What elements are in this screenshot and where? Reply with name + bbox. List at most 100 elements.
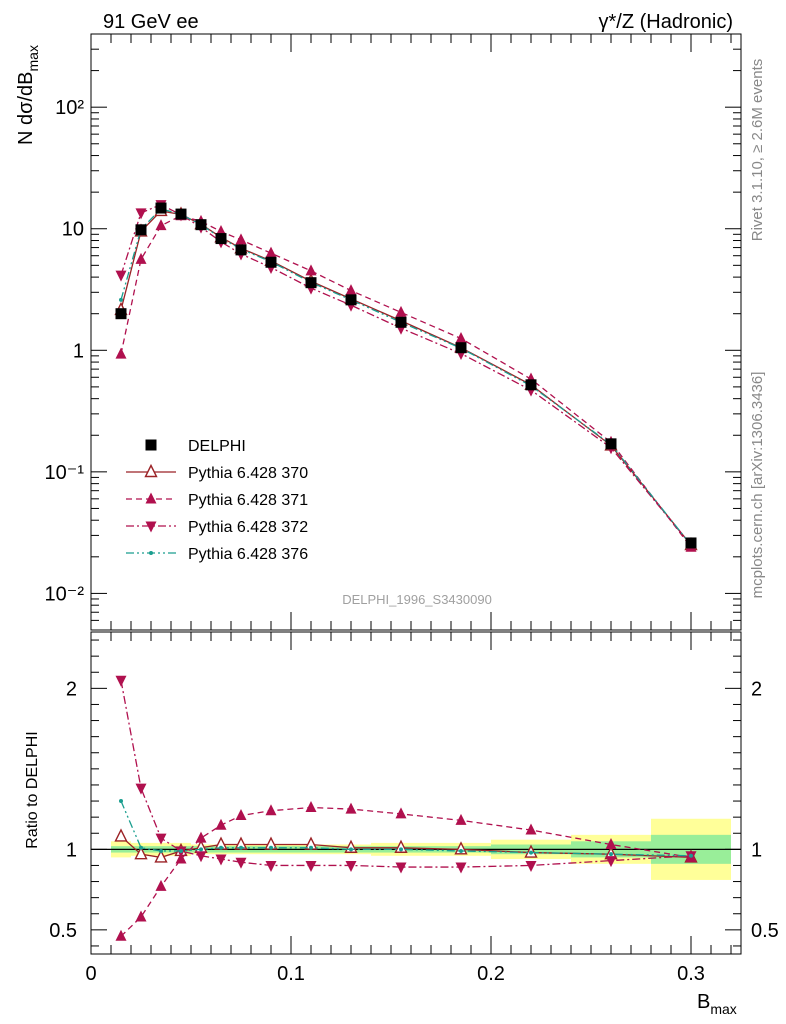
ratio-point bbox=[155, 879, 167, 891]
ratio-point bbox=[199, 847, 203, 852]
bottom-series-layer bbox=[114, 675, 698, 941]
data-point bbox=[685, 537, 697, 549]
data-point bbox=[395, 305, 407, 317]
data-point bbox=[195, 219, 207, 231]
ratio-point bbox=[114, 828, 128, 842]
ratio-series-2 bbox=[115, 675, 697, 874]
ratio-point bbox=[195, 851, 207, 863]
ratio-point bbox=[395, 862, 407, 874]
legend-marker bbox=[145, 521, 157, 533]
top-frame bbox=[90, 33, 742, 631]
ratio-point bbox=[235, 809, 247, 821]
header-right: γ*/Z (Hadronic) bbox=[599, 11, 733, 33]
data-point bbox=[605, 438, 617, 450]
ratio-point bbox=[525, 823, 537, 835]
data-point bbox=[455, 332, 467, 344]
legend-label: Pythia 6.428 376 bbox=[188, 546, 308, 563]
data-point bbox=[135, 252, 147, 264]
ratio-point bbox=[345, 802, 357, 814]
x-tick-label: 0 bbox=[85, 963, 96, 985]
top-axes: 10⁻² 10⁻¹ 1 10 10² bbox=[45, 33, 741, 631]
data-point bbox=[265, 256, 277, 268]
data-point bbox=[135, 208, 147, 220]
data-point bbox=[455, 342, 467, 354]
data-point bbox=[115, 308, 127, 320]
data-point bbox=[305, 264, 317, 276]
data-point bbox=[215, 233, 227, 245]
ratio-point bbox=[195, 831, 207, 843]
data-point bbox=[525, 379, 537, 391]
ratio-point bbox=[265, 804, 277, 816]
ratio-series-3 bbox=[119, 799, 693, 858]
bottom-ylabel: Ratio to DELPHI bbox=[24, 731, 41, 848]
y-tick-label: 10² bbox=[55, 97, 84, 119]
ratio-point bbox=[155, 833, 167, 845]
y-tick-label: 10 bbox=[62, 219, 84, 241]
ratio-point bbox=[455, 862, 467, 874]
data-point bbox=[115, 270, 127, 282]
x-tick-label: 0.1 bbox=[277, 963, 305, 985]
top-ylabel: N dσ/dBmax bbox=[15, 45, 41, 145]
ratio-y-tick-label: 1 bbox=[751, 839, 762, 861]
ratio-point bbox=[459, 848, 463, 853]
ratio-point bbox=[159, 848, 163, 853]
ratio-point bbox=[605, 838, 617, 850]
ratio-point bbox=[525, 860, 537, 872]
ratio-point bbox=[139, 845, 143, 850]
y-tick-label: 10⁻¹ bbox=[45, 462, 85, 484]
data-point bbox=[175, 208, 187, 220]
data-point bbox=[115, 347, 127, 359]
series-line bbox=[120, 215, 692, 548]
ratio-point bbox=[235, 857, 247, 869]
top-ylabel-main: N dσ/dB bbox=[15, 71, 37, 145]
ratio-point bbox=[269, 845, 273, 850]
ratio-point bbox=[455, 813, 467, 825]
ratio-y-tick-label: 1 bbox=[66, 839, 77, 861]
ratio-point bbox=[175, 852, 187, 864]
ratio-point bbox=[215, 818, 227, 830]
xlabel-sub: max bbox=[710, 1001, 736, 1017]
ratio-line bbox=[120, 806, 692, 937]
ratio-y-tick-label: 0.5 bbox=[751, 920, 779, 942]
ratio-y-tick-label: 2 bbox=[66, 678, 77, 700]
legend-label: DELPHI bbox=[188, 438, 246, 455]
analysis-watermark: DELPHI_1996_S3430090 bbox=[342, 592, 492, 607]
data-point bbox=[235, 244, 247, 256]
rivet-label: Rivet 3.1.10, ≥ 2.6M events bbox=[749, 59, 766, 242]
ratio-y-tick-label: 0.5 bbox=[49, 920, 77, 942]
data-point bbox=[235, 233, 247, 245]
data-point bbox=[265, 246, 277, 258]
bottom-axes: 0.5 0.5 1 1 2 2 0 0.1 0.2 0.3 bbox=[49, 632, 779, 985]
legend-marker bbox=[145, 439, 157, 451]
ratio-y-tick-label: 2 bbox=[751, 678, 762, 700]
ratio-point bbox=[609, 852, 613, 857]
xlabel: Bmax bbox=[697, 991, 737, 1017]
legend-marker bbox=[144, 463, 158, 478]
ratio-point bbox=[119, 799, 123, 804]
ratio-point bbox=[305, 860, 317, 872]
legend: DELPHI Pythia 6.428 370 Pythia 6.428 371 Py… bbox=[126, 438, 308, 563]
ratio-point bbox=[529, 850, 533, 855]
top-ylabel-sub: max bbox=[25, 45, 41, 71]
data-point bbox=[305, 277, 317, 289]
ratio-point bbox=[349, 847, 353, 852]
data-point bbox=[345, 284, 357, 296]
ratio-point bbox=[305, 800, 317, 812]
y-tick-label: 10⁻² bbox=[45, 583, 85, 605]
ratio-point bbox=[154, 849, 168, 863]
legend-label: Pythia 6.428 370 bbox=[188, 465, 308, 482]
ratio-point bbox=[179, 848, 183, 853]
data-point bbox=[345, 294, 357, 306]
data-point bbox=[395, 316, 407, 328]
ratio-point bbox=[689, 853, 693, 858]
mcplots-label: mcplots.cern.ch [arXiv:1306.3436] bbox=[749, 372, 766, 599]
legend-marker bbox=[149, 551, 153, 555]
legend-label: Pythia 6.428 371 bbox=[188, 492, 308, 509]
ratio-point bbox=[134, 846, 148, 860]
ratio-point bbox=[395, 807, 407, 819]
ratio-point bbox=[135, 783, 147, 795]
ratio-point bbox=[239, 845, 243, 850]
series-0 bbox=[115, 202, 697, 549]
ratio-point bbox=[115, 929, 127, 941]
